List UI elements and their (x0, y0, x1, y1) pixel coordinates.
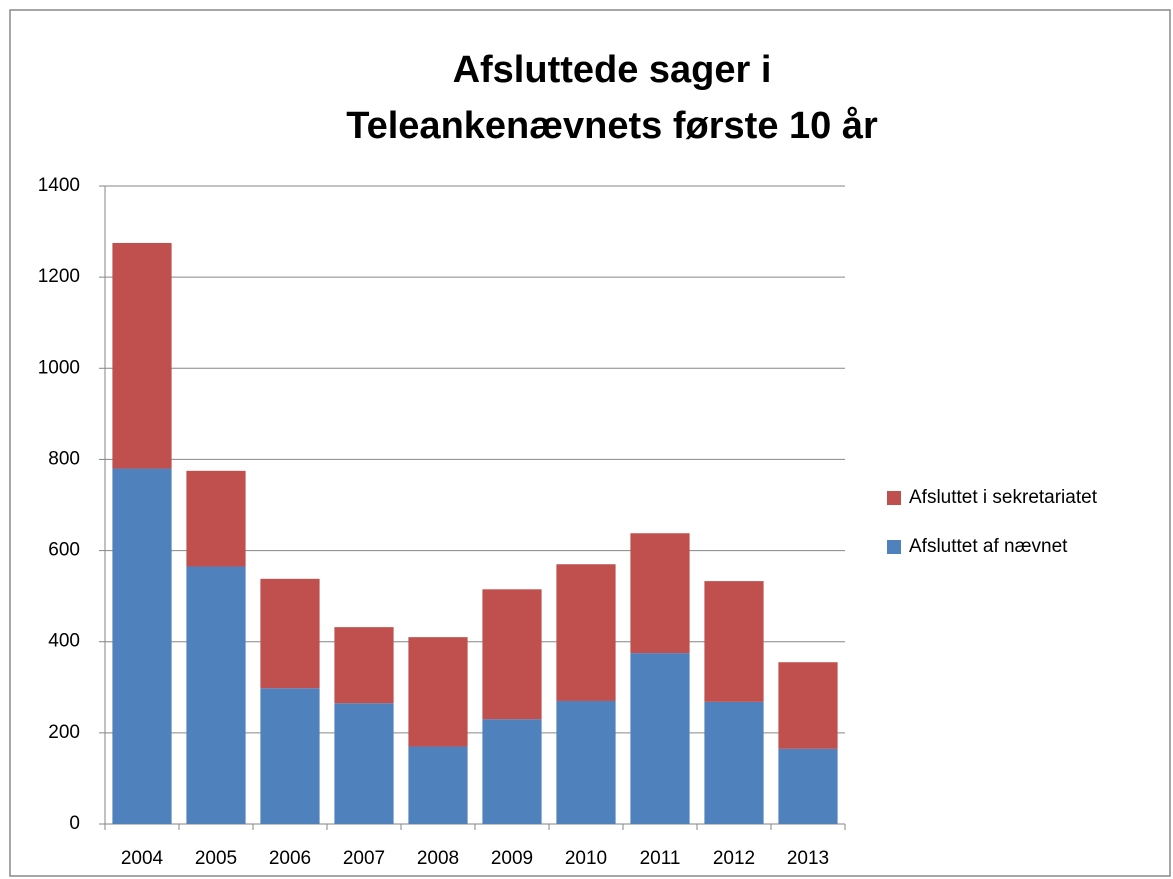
bar-segment (260, 578, 320, 689)
y-tick-label: 600 (48, 540, 80, 561)
bar-segment (630, 653, 690, 824)
bar-segment (778, 662, 838, 749)
bar-segment (704, 581, 764, 702)
bar-segment (556, 564, 616, 701)
y-tick-label: 1400 (38, 175, 80, 196)
bar-segment (482, 589, 542, 720)
y-tick-label: 1000 (38, 357, 80, 378)
chart-title: Afsluttede sager i (453, 49, 772, 91)
bar-segment (556, 700, 616, 824)
y-tick-label: 1200 (38, 266, 80, 287)
legend-label: Afsluttet i sekretariatet (909, 487, 1098, 508)
x-tick-label: 2011 (640, 848, 681, 869)
bar-segment (260, 688, 320, 824)
x-tick-label: 2012 (713, 848, 755, 869)
bar-segment (704, 701, 764, 824)
bar-segment (186, 566, 246, 824)
legend-swatch (887, 491, 901, 505)
bar-segment (334, 627, 394, 704)
y-tick-label: 800 (48, 448, 80, 469)
x-tick-label: 2013 (787, 848, 829, 869)
y-tick-label: 200 (48, 722, 80, 743)
bar-segment (778, 748, 838, 824)
chart-title: Teleankenævnets første 10 år (346, 105, 878, 147)
x-tick-label: 2010 (565, 848, 607, 869)
x-tick-label: 2008 (417, 848, 459, 869)
bar-segment (112, 242, 172, 469)
bar-segment (482, 719, 542, 824)
bar-segment (186, 470, 246, 567)
x-tick-label: 2006 (269, 848, 311, 869)
x-tick-label: 2009 (491, 848, 533, 869)
bar-segment (334, 703, 394, 824)
bar-segment (408, 746, 468, 824)
y-tick-label: 0 (69, 813, 80, 834)
x-tick-label: 2007 (343, 848, 385, 869)
x-tick-label: 2004 (121, 848, 164, 869)
legend-swatch (887, 540, 901, 554)
legend-label: Afsluttet af nævnet (909, 536, 1068, 557)
bar-segment (408, 637, 468, 747)
x-tick-label: 2005 (195, 848, 237, 869)
y-tick-label: 400 (48, 631, 80, 652)
bar-segment (112, 468, 172, 824)
bar-segment (630, 533, 690, 654)
